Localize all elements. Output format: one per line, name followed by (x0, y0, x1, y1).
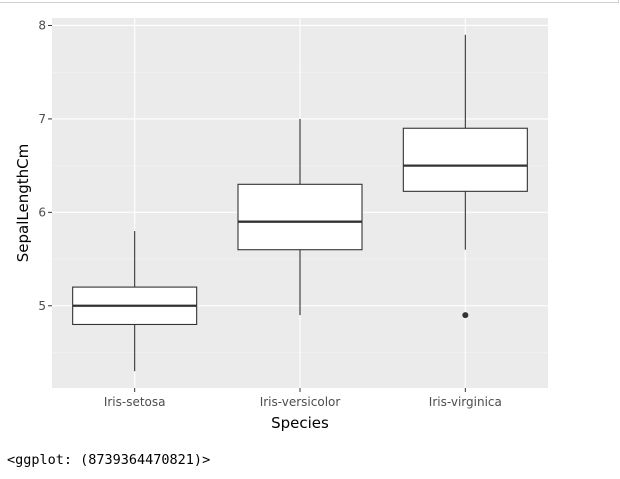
box-iris-virginica (402, 34, 528, 319)
x-tick-label: Iris-setosa (104, 395, 166, 409)
box-iris-versicolor (237, 118, 363, 316)
y-tick-label: 7 (38, 112, 46, 126)
y-axis: 5 6 7 8 (38, 18, 52, 313)
boxplot-chart: 5 6 7 8 Iris-setosa Iris-versicolor Iris-virg… (14, 18, 548, 432)
outlier-point (462, 312, 469, 319)
x-axis-title: Species (271, 414, 329, 432)
y-tick-label: 8 (38, 18, 46, 32)
x-tick-label: Iris-virginica (429, 395, 502, 409)
y-tick-label: 6 (38, 205, 46, 219)
y-tick-label: 5 (38, 299, 46, 313)
box-iris-setosa (72, 231, 198, 372)
y-axis-title: SepalLengthCm (14, 144, 32, 262)
output-cell-frame (0, 0, 619, 3)
x-tick-label: Iris-versicolor (260, 395, 341, 409)
x-axis: Iris-setosa Iris-versicolor Iris-virginica (104, 388, 502, 409)
boxes (72, 34, 528, 372)
ggplot-repr-output: <ggplot: (8739364470821)> (7, 452, 211, 468)
box-iqr (237, 183, 363, 251)
box-iqr (402, 127, 528, 192)
